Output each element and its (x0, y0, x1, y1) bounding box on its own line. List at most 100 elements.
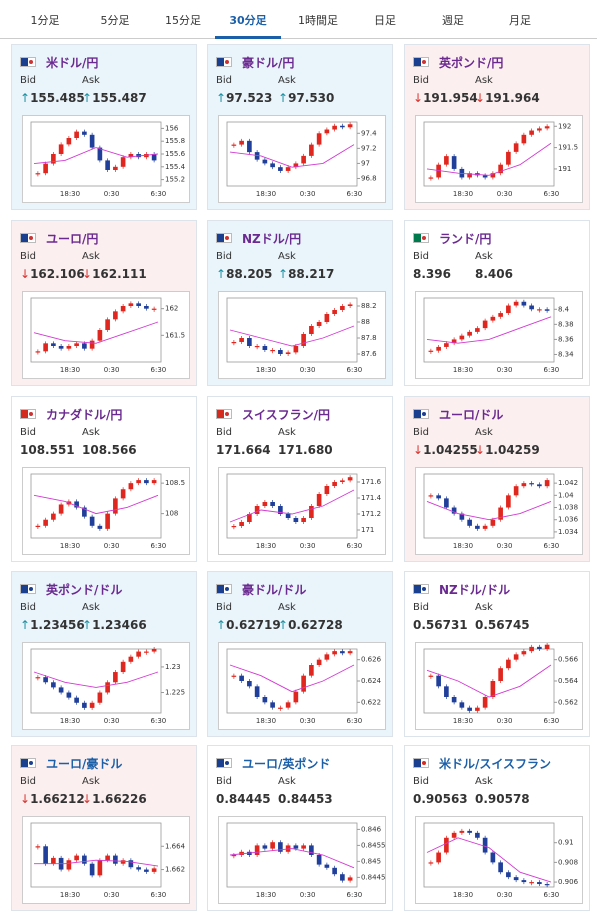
candle (278, 350, 283, 354)
candle (309, 506, 314, 518)
y-tick-label: 8.34 (558, 350, 574, 358)
pair-name[interactable]: スイスフラン/円 (242, 408, 331, 422)
bid-price: 1.04255 (423, 443, 478, 457)
rate-card[interactable]: スイスフラン/円 Bid Ask 171.664 171.680 171 171.2 171.… (207, 396, 393, 562)
candle (262, 159, 268, 164)
tab[interactable]: 30分足 (229, 14, 267, 27)
pair-name[interactable]: 米ドル/円 (46, 56, 99, 70)
ask-label: Ask (475, 251, 493, 262)
candle (428, 862, 434, 864)
candle (293, 845, 299, 849)
pair-name[interactable]: 豪ドル/円 (242, 56, 295, 70)
candle (270, 163, 275, 168)
rate-card[interactable]: ユーロ/円 Bid Ask ↓162.106 ↓162.111 161.5 162 18:30… (11, 220, 197, 386)
y-tick-label: 171 (361, 526, 374, 534)
tab[interactable]: 1時間足 (298, 14, 338, 27)
tab[interactable]: 5分足 (100, 14, 130, 27)
chart-svg: 87.6 87.8 88 88.2 18:30 0:30 6:30 (226, 297, 377, 374)
tab[interactable]: 日足 (374, 14, 396, 27)
pair-name[interactable]: ユーロ/英ポンド (242, 757, 331, 771)
candle (120, 860, 126, 864)
mini-chart: 171 171.2 171.4 171.6 18:30 0:30 6:30 (218, 467, 386, 555)
pair-name[interactable]: カナダドル/円 (46, 408, 123, 422)
x-tick-label: 6:30 (544, 190, 560, 198)
candle (58, 687, 64, 693)
rate-card[interactable]: 米ドル/スイスフラン Bid Ask 0.90563 0.90578 0.906 0.908… (404, 745, 590, 911)
bid-price-row: 0.84445 (216, 792, 271, 806)
candle (247, 514, 252, 522)
rate-card[interactable]: 豪ドル/ドル Bid Ask ↑0.62719 ↑0.62728 0.622 0.624 0.… (207, 571, 393, 737)
chart-svg: 155.2 155.4 155.6 155.8 156 18:30 0:30 6:30 (30, 121, 186, 198)
rate-card[interactable]: 英ポンド/円 Bid Ask ↓191.954 ↓191.964 191 191.5 192 1… (404, 44, 590, 210)
candle (506, 151, 511, 165)
tab[interactable]: 週足 (442, 14, 464, 27)
candle (301, 334, 306, 346)
candle (316, 322, 322, 326)
flag-mark (29, 236, 33, 240)
pair-name[interactable]: NZドル/ドル (439, 583, 511, 597)
ask-price: 0.56745 (475, 618, 530, 632)
candle (254, 506, 260, 514)
candle (506, 305, 511, 314)
pair-name[interactable]: ユーロ/円 (46, 232, 99, 246)
y-tick-label: 155.4 (165, 163, 186, 171)
rate-card[interactable]: カナダドル/円 Bid Ask 108.551 108.566 108 108.5 18:30… (11, 396, 197, 562)
plot-frame (226, 297, 358, 363)
pair-name[interactable]: ユーロ/豪ドル (46, 757, 123, 771)
rate-card[interactable]: 豪ドル/円 Bid Ask ↑97.523 ↑97.530 96.8 97 97.2 97.4 1… (207, 44, 393, 210)
ask-price-row: 108.566 (82, 443, 137, 457)
candle (151, 868, 157, 872)
rate-card[interactable]: NZドル/ドル Bid Ask 0.56731 0.56745 0.562 0.564 0.5… (404, 571, 590, 737)
y-tick-label: 88 (361, 318, 370, 326)
candle (254, 845, 260, 855)
bid-price-row: 8.396 (413, 267, 451, 281)
y-tick-label: 108 (165, 510, 178, 518)
candle (529, 305, 534, 310)
moving-average (34, 859, 159, 867)
rate-card[interactable]: NZドル/円 Bid Ask ↑88.205 ↑88.217 87.6 87.8 88 88.2… (207, 220, 393, 386)
ask-label: Ask (475, 776, 493, 787)
pair-name[interactable]: ユーロ/ドル (439, 408, 504, 422)
tab[interactable]: 月足 (509, 14, 531, 27)
x-tick-label: 18:30 (60, 717, 80, 725)
rate-card[interactable]: ユーロ/英ポンド Bid Ask 0.84445 0.84453 0.8445 0.845 0… (207, 745, 393, 911)
rate-card[interactable]: ランド/円 Bid Ask 8.396 8.406 8.34 8.36 8.38 8.4 18:3… (404, 220, 590, 386)
candle (444, 498, 449, 508)
candle (490, 316, 496, 321)
pair-name[interactable]: 米ドル/スイスフラン (439, 757, 552, 771)
rate-card[interactable]: 米ドル/円 Bid Ask ↑155.485 ↑155.487 155.2 155.4 155… (11, 44, 197, 210)
pair-name[interactable]: 英ポンド/円 (439, 56, 504, 70)
tab[interactable]: 15分足 (165, 14, 201, 27)
candle (316, 133, 322, 145)
pair-name[interactable]: 英ポンド/ドル (46, 583, 123, 597)
ask-label: Ask (82, 776, 100, 787)
candle (467, 830, 472, 833)
x-tick-label: 0:30 (497, 190, 513, 198)
x-tick-label: 0:30 (300, 190, 316, 198)
rate-card[interactable]: 英ポンド/ドル Bid Ask ↑1.23456 ↑1.23466 1.225 1.23 18… (11, 571, 197, 737)
y-tick-label: 0.626 (361, 656, 382, 664)
bid-label: Bid (20, 602, 36, 613)
candle (467, 173, 472, 178)
candle (270, 702, 275, 708)
x-tick-label: 0:30 (104, 542, 120, 550)
pair-name[interactable]: NZドル/円 (242, 232, 302, 246)
tab[interactable]: 1分足 (30, 14, 60, 27)
candle (82, 855, 87, 864)
moving-average (33, 147, 159, 165)
candle (521, 301, 527, 306)
candle (58, 346, 64, 349)
pair-name[interactable]: 豪ドル/ドル (242, 583, 307, 597)
rate-card[interactable]: ユーロ/ドル Bid Ask ↓1.04255 ↓1.04259 1.034 1.036 1.… (404, 396, 590, 562)
candle (231, 144, 237, 146)
pair-name[interactable]: ランド/円 (439, 232, 492, 246)
candle (136, 651, 141, 657)
candle (513, 143, 519, 152)
ask-price-row: ↑97.530 (278, 91, 334, 105)
candle (239, 675, 244, 681)
candle (128, 860, 134, 868)
rate-card[interactable]: ユーロ/豪ドル Bid Ask ↓1.66212 ↓1.66226 1.662 1.664 1… (11, 745, 197, 911)
x-tick-label: 6:30 (544, 366, 560, 374)
candle (521, 483, 527, 487)
ask-price-row: ↓191.964 (475, 91, 540, 105)
